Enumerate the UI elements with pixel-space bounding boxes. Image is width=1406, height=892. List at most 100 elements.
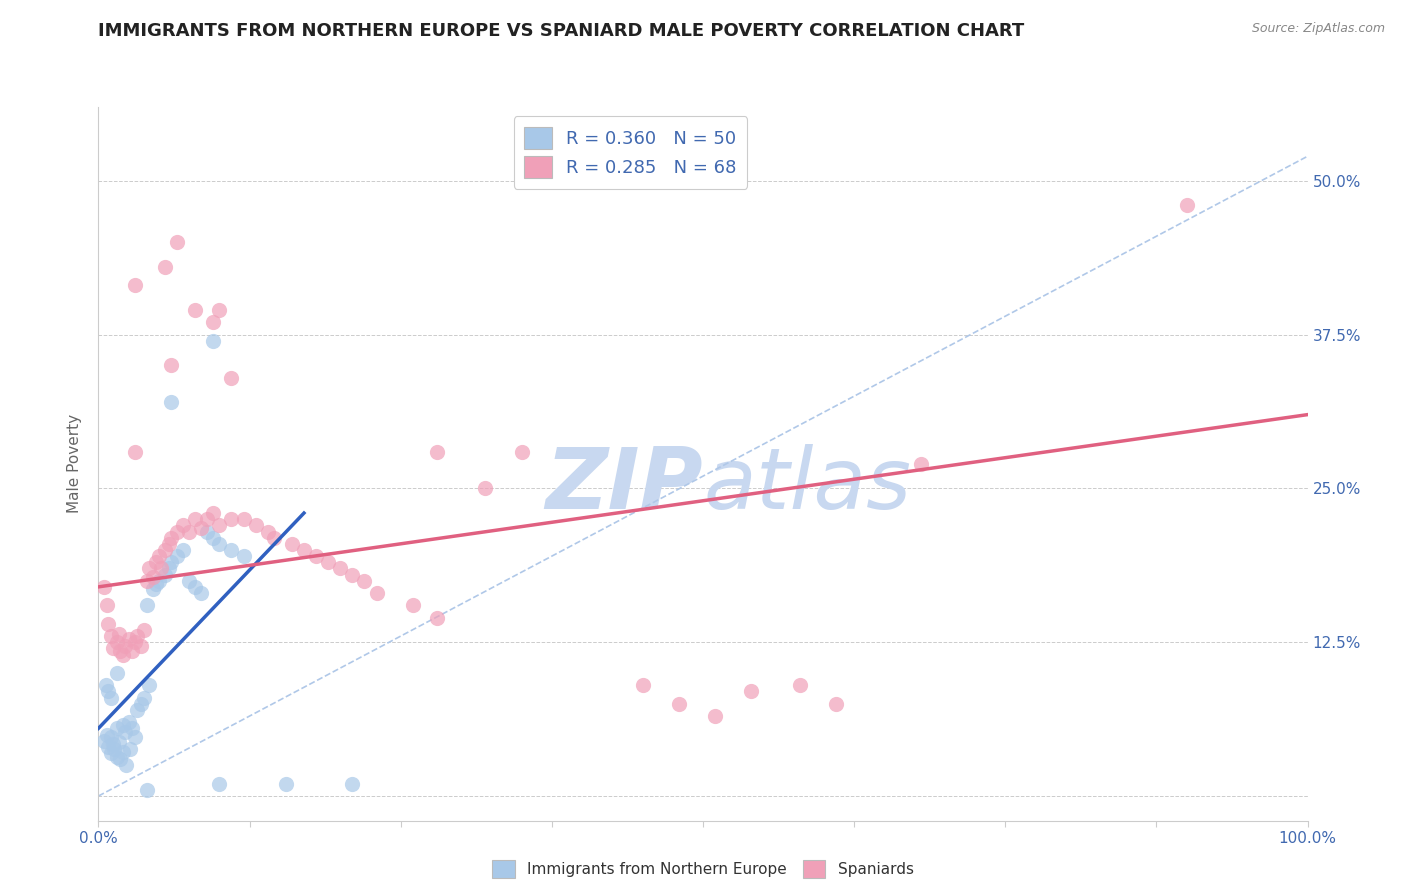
Point bbox=[179, 574, 201, 588]
Point bbox=[402, 599, 425, 613]
Point bbox=[179, 524, 201, 539]
Point bbox=[172, 518, 194, 533]
Text: IMMIGRANTS FROM NORTHERN EUROPE VS SPANIARD MALE POVERTY CORRELATION CHART: IMMIGRANTS FROM NORTHERN EUROPE VS SPANI… bbox=[98, 22, 1025, 40]
Point bbox=[157, 561, 180, 575]
Point bbox=[153, 567, 176, 582]
Point bbox=[172, 543, 194, 558]
Point bbox=[108, 644, 131, 658]
Point bbox=[510, 444, 533, 458]
Point bbox=[232, 549, 254, 563]
Point bbox=[910, 457, 932, 471]
Point bbox=[97, 739, 120, 754]
Point bbox=[118, 742, 141, 756]
Point bbox=[108, 626, 131, 640]
Text: ZIP: ZIP bbox=[546, 443, 703, 527]
Text: atlas: atlas bbox=[703, 443, 911, 527]
Point bbox=[93, 580, 115, 594]
Point bbox=[148, 549, 170, 563]
Point bbox=[124, 730, 146, 744]
Point bbox=[704, 709, 727, 723]
Point bbox=[160, 395, 183, 409]
Point bbox=[366, 586, 388, 600]
Point bbox=[142, 570, 165, 584]
Point bbox=[184, 512, 207, 526]
Point bbox=[111, 717, 134, 731]
Point bbox=[96, 727, 118, 741]
Point bbox=[160, 555, 183, 569]
Legend: Immigrants from Northern Europe, Spaniards: Immigrants from Northern Europe, Spaniar… bbox=[486, 854, 920, 884]
Point bbox=[97, 684, 120, 698]
Point bbox=[134, 623, 156, 637]
Point bbox=[114, 725, 136, 739]
Point bbox=[166, 524, 188, 539]
Point bbox=[256, 524, 278, 539]
Point bbox=[202, 334, 225, 348]
Point bbox=[108, 752, 131, 766]
Point bbox=[93, 733, 115, 747]
Point bbox=[202, 315, 225, 329]
Point bbox=[118, 632, 141, 646]
Point bbox=[150, 561, 173, 575]
Point bbox=[184, 580, 207, 594]
Text: Source: ZipAtlas.com: Source: ZipAtlas.com bbox=[1251, 22, 1385, 36]
Point bbox=[202, 506, 225, 520]
Point bbox=[221, 543, 243, 558]
Point bbox=[97, 616, 120, 631]
Point bbox=[138, 561, 160, 575]
Point bbox=[221, 370, 243, 384]
Point bbox=[105, 665, 128, 680]
Point bbox=[148, 574, 170, 588]
Point bbox=[232, 512, 254, 526]
Point bbox=[160, 531, 183, 545]
Point bbox=[157, 537, 180, 551]
Point bbox=[153, 543, 176, 558]
Point bbox=[108, 735, 131, 749]
Point bbox=[208, 777, 231, 791]
Point bbox=[342, 567, 364, 582]
Point bbox=[115, 758, 138, 772]
Point bbox=[105, 722, 128, 736]
Point bbox=[195, 524, 218, 539]
Point bbox=[202, 531, 225, 545]
Point bbox=[263, 531, 285, 545]
Point bbox=[101, 737, 124, 751]
Point bbox=[127, 703, 149, 717]
Point bbox=[103, 742, 125, 756]
Point bbox=[208, 537, 231, 551]
Point bbox=[96, 599, 118, 613]
Point bbox=[825, 697, 848, 711]
Point bbox=[789, 678, 811, 692]
Y-axis label: Male Poverty: Male Poverty bbox=[67, 414, 83, 514]
Point bbox=[145, 577, 167, 591]
Point bbox=[195, 512, 218, 526]
Point bbox=[631, 678, 654, 692]
Point bbox=[274, 777, 297, 791]
Point bbox=[145, 555, 167, 569]
Point bbox=[1175, 198, 1198, 212]
Point bbox=[245, 518, 267, 533]
Point bbox=[124, 635, 146, 649]
Point bbox=[135, 574, 157, 588]
Point bbox=[135, 783, 157, 797]
Point bbox=[124, 278, 146, 293]
Point bbox=[208, 518, 231, 533]
Point bbox=[129, 639, 152, 653]
Point bbox=[166, 235, 188, 250]
Point bbox=[111, 648, 134, 662]
Point bbox=[190, 521, 212, 535]
Point bbox=[135, 599, 157, 613]
Point bbox=[111, 745, 134, 759]
Point bbox=[329, 561, 352, 575]
Point bbox=[740, 684, 762, 698]
Point bbox=[426, 444, 449, 458]
Point bbox=[160, 359, 183, 373]
Point bbox=[124, 444, 146, 458]
Point bbox=[121, 644, 143, 658]
Point bbox=[190, 586, 212, 600]
Point bbox=[100, 629, 122, 643]
Point bbox=[100, 730, 122, 744]
Point bbox=[134, 690, 156, 705]
Point bbox=[142, 582, 165, 597]
Point bbox=[127, 629, 149, 643]
Point bbox=[100, 690, 122, 705]
